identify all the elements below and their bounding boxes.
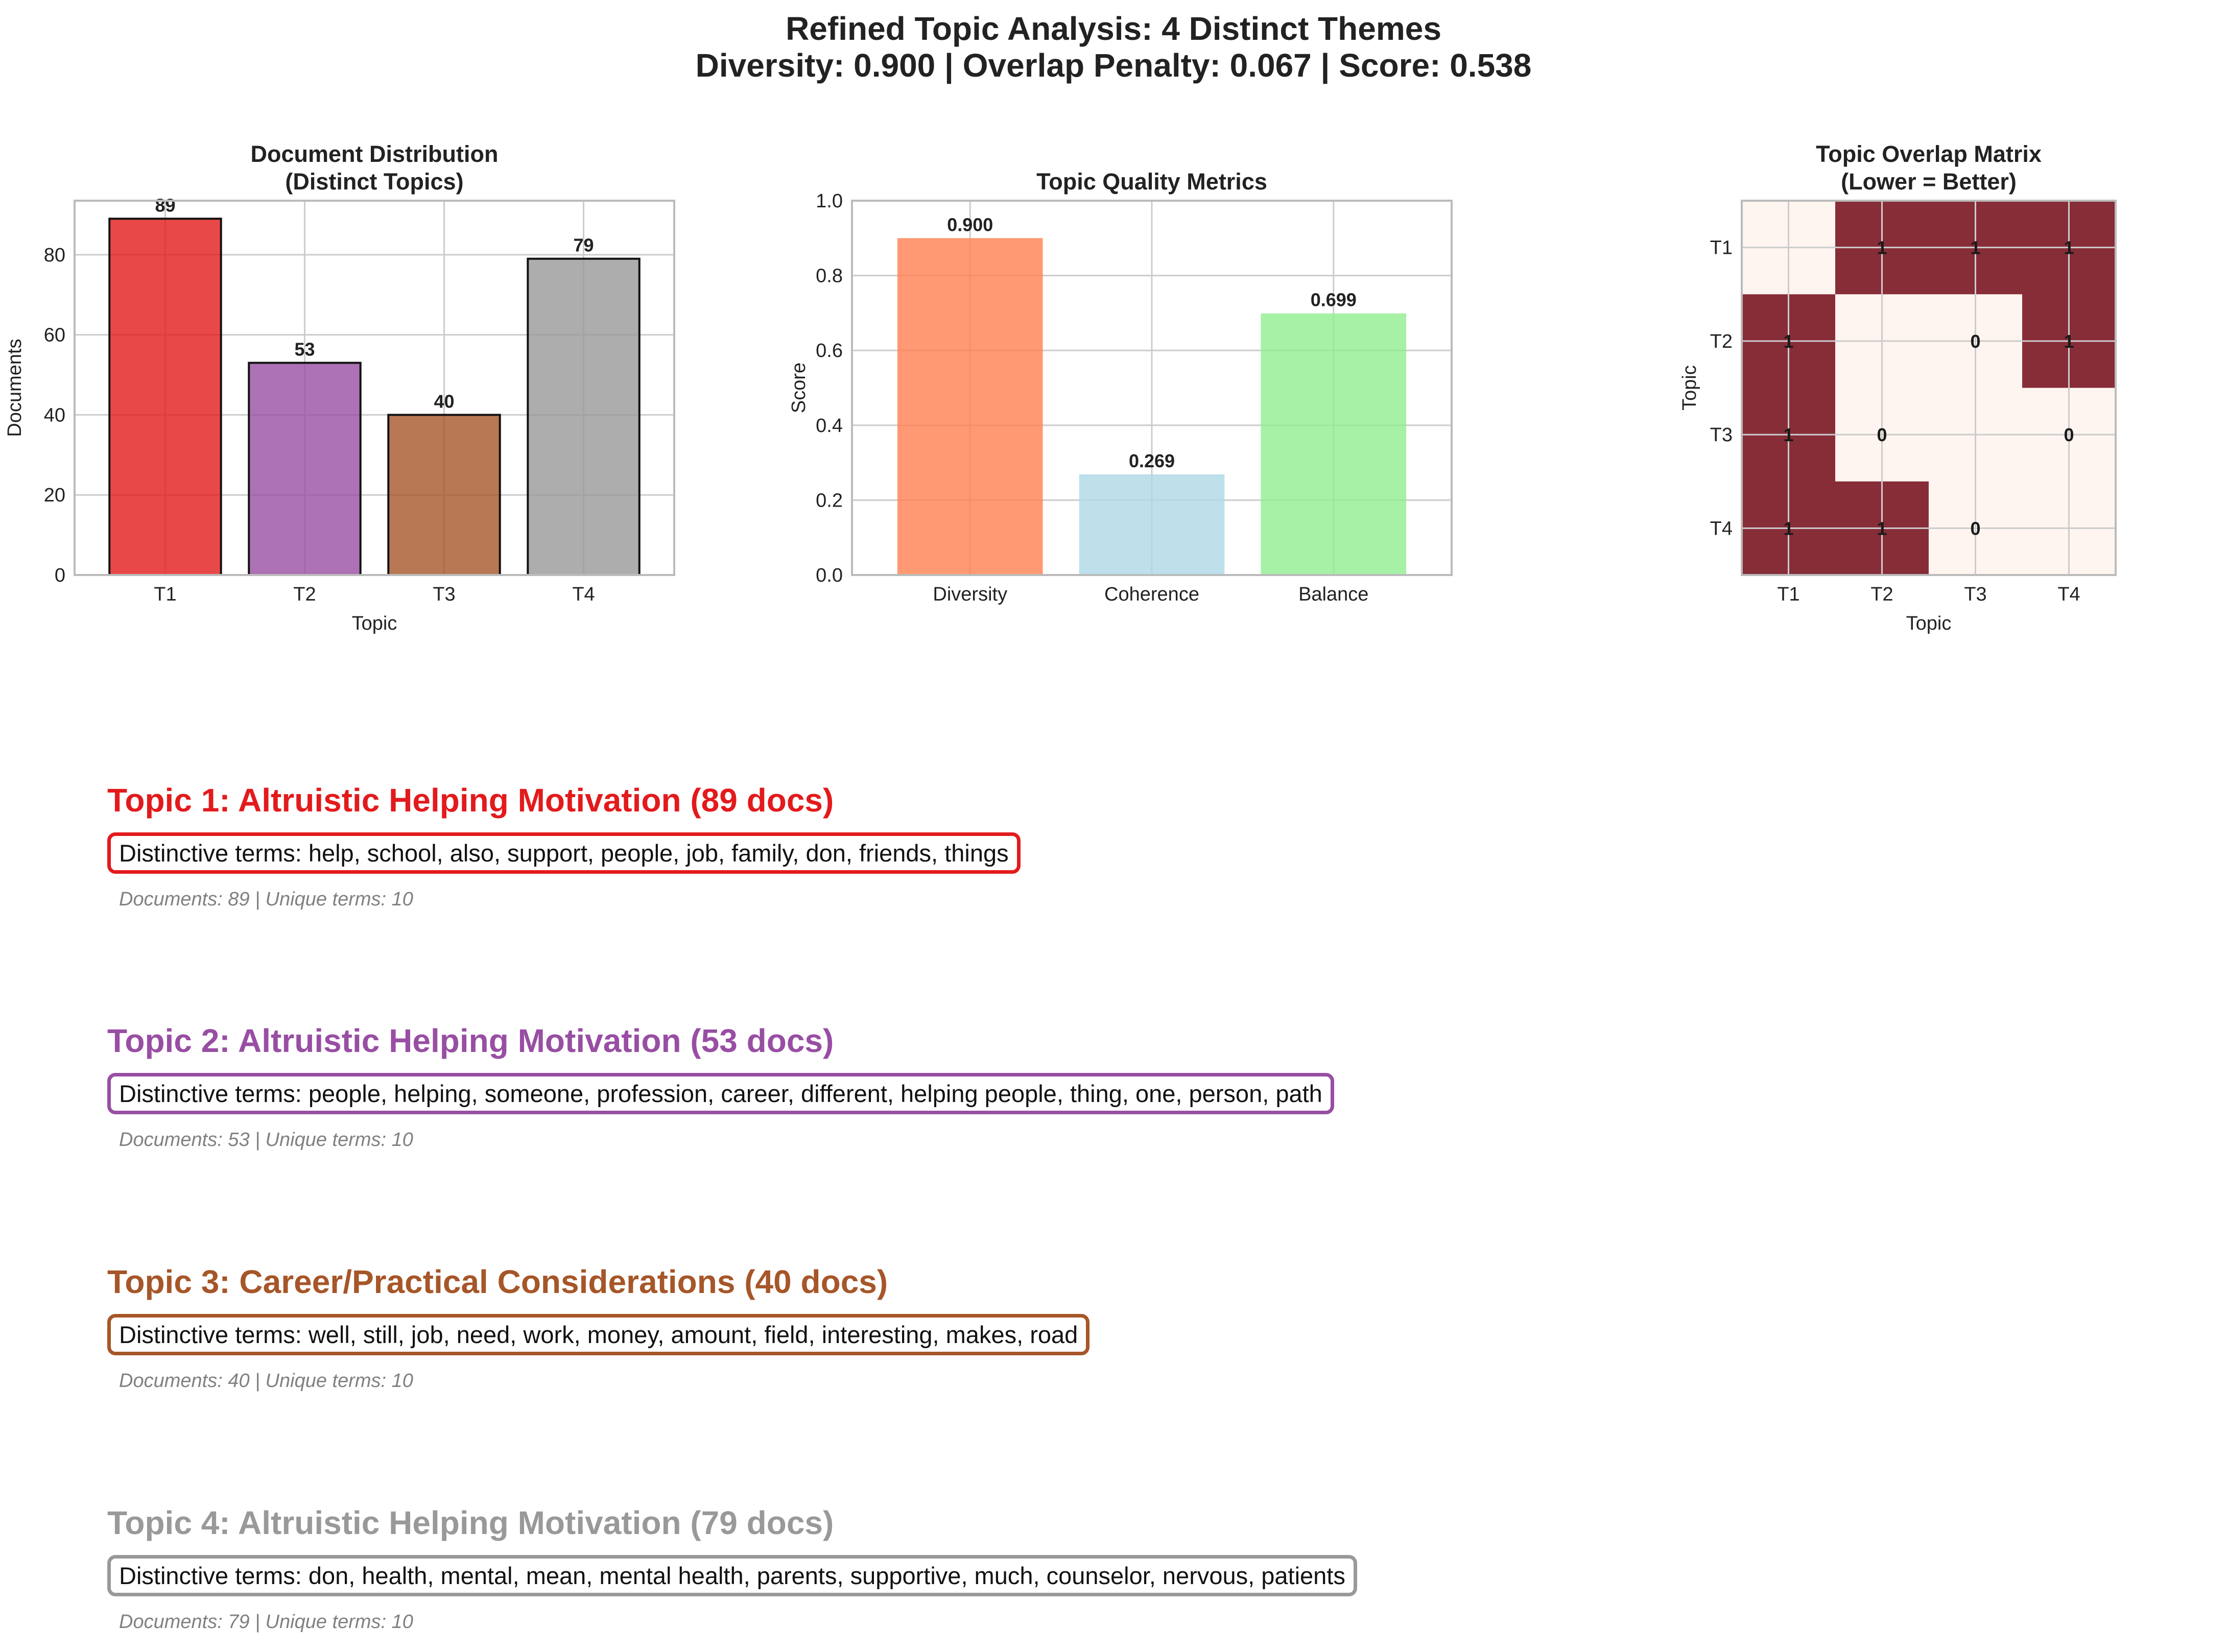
bar-value-label: 0.699 (1311, 290, 1357, 310)
distinctive-terms-box: Distinctive terms: help, school, also, s… (107, 832, 1021, 874)
bar-balance (1261, 313, 1407, 575)
heatmap-cell-label: 1 (1877, 237, 1887, 258)
bar-value-label: 89 (155, 195, 175, 216)
y-tick-label: 0.4 (816, 415, 843, 437)
topic-title: Topic 3: Career/Practical Considerations… (107, 1263, 888, 1300)
distinctive-terms-box: Distinctive terms: well, still, job, nee… (107, 1314, 1090, 1355)
chart-title: (Lower = Better) (1841, 169, 2017, 195)
bar-t2 (248, 362, 362, 576)
heatmap-cell-label: 0 (2064, 424, 2074, 445)
bar-value-label: 40 (434, 391, 454, 412)
bar-t3 (387, 414, 501, 576)
bar-value-label: 53 (294, 339, 315, 360)
topic-title: Topic 1: Altruistic Helping Motivation (… (107, 782, 834, 819)
distinctive-terms-box: Distinctive terms: don, health, mental, … (107, 1555, 1357, 1596)
x-tick-label: Balance (1298, 584, 1368, 605)
topic-card-3: Topic 3: Career/Practical Considerations… (107, 1263, 1090, 1392)
bar-diversity (897, 238, 1043, 575)
x-tick-label: T4 (572, 584, 595, 605)
heatmap-cell-label: 1 (1783, 518, 1793, 539)
heatmap-cell-label: 1 (1877, 518, 1887, 539)
bar-t4 (527, 257, 641, 577)
y-tick-label: 80 (44, 245, 65, 266)
y-tick-label: T3 (1710, 424, 1733, 446)
heatmap-cell-label: 1 (2064, 237, 2074, 258)
chart-title: Topic Overlap Matrix (1816, 141, 2042, 167)
heatmap-cell-label: 0 (1970, 518, 1980, 539)
y-tick-label: 60 (44, 325, 65, 346)
distinctive-terms-box: Distinctive terms: people, helping, some… (107, 1073, 1334, 1114)
y-tick-label: 20 (44, 485, 65, 506)
y-axis-label: Topic (1679, 365, 1700, 411)
plot-frame (74, 200, 675, 576)
y-axis-label: Documents (4, 339, 26, 437)
x-tick-label: T4 (2057, 584, 2080, 605)
topic-stats: Documents: 89 | Unique terms: 10 (119, 889, 413, 910)
x-tick-label: T2 (293, 584, 316, 605)
chart-title: Topic Quality Metrics (1036, 169, 1267, 195)
x-axis-label: Topic (352, 613, 397, 634)
topic-title: Topic 2: Altruistic Helping Motivation (… (107, 1022, 834, 1059)
x-tick-label: Diversity (933, 584, 1007, 605)
heatmap-cell-label: 1 (1783, 424, 1793, 445)
x-tick-label: T3 (433, 584, 455, 605)
x-axis-label: Topic (1906, 613, 1952, 634)
topic-stats: Documents: 53 | Unique terms: 10 (119, 1129, 413, 1151)
x-tick-label: T3 (1964, 584, 1986, 605)
topic-stats: Documents: 79 | Unique terms: 10 (119, 1611, 413, 1633)
y-tick-label: T4 (1710, 518, 1733, 539)
heatmap-cell-label: 0 (1970, 331, 1980, 352)
topic-overlap-matrix-chart: 1 1 1 1 0 1 1 0 0 1 1 0 T1 T1 T2 T2 T3 T3 T4 T4 Topic Overla… (1679, 141, 2117, 634)
bar-value-label: 79 (574, 235, 594, 256)
y-tick-label: 0.0 (816, 565, 843, 586)
plot-frame (851, 200, 1453, 576)
y-tick-label: 0 (55, 565, 65, 586)
y-tick-label: T1 (1710, 237, 1733, 259)
y-tick-label: 1.0 (816, 190, 843, 212)
y-tick-label: 0.8 (816, 266, 843, 287)
chart-title: (Distinct Topics) (285, 169, 463, 195)
topic-title: Topic 4: Altruistic Helping Motivation (… (107, 1504, 834, 1541)
heatmap-cell-label: 1 (1783, 331, 1793, 352)
chart-title: Document Distribution (251, 141, 499, 167)
x-tick-label: T2 (1870, 584, 1893, 605)
topic-stats: Documents: 40 | Unique terms: 10 (119, 1370, 413, 1392)
bar-value-label: 0.269 (1129, 450, 1175, 471)
document-distribution-chart: 0 20 40 60 80 89 T1 53 T2 40 T3 79 T4 Document Distri… (4, 141, 675, 634)
bar-coherence (1079, 474, 1225, 575)
bar-value-label: 0.900 (947, 214, 993, 235)
topic-card-4: Topic 4: Altruistic Helping Motivation (… (107, 1504, 1357, 1633)
heatmap-cell-label: 0 (1877, 424, 1887, 445)
figure-subtitle: Diversity: 0.900 | Overlap Penalty: 0.06… (696, 47, 1532, 84)
topic-card-1: Topic 1: Altruistic Helping Motivation (… (107, 782, 1021, 910)
x-tick-label: Coherence (1104, 584, 1199, 605)
figure-title: Refined Topic Analysis: 4 Distinct Theme… (786, 10, 1441, 47)
x-tick-label: T1 (1777, 584, 1799, 605)
topic-card-2: Topic 2: Altruistic Helping Motivation (… (107, 1022, 1334, 1151)
plot-frame (1741, 200, 2117, 576)
y-tick-label: 0.6 (816, 340, 843, 362)
y-tick-label: 0.2 (816, 490, 843, 511)
y-tick-label: T2 (1710, 331, 1733, 352)
heatmap-cell-label: 1 (2064, 331, 2074, 352)
x-tick-label: T1 (154, 584, 176, 605)
topic-quality-metrics-chart: 0.0 0.2 0.4 0.6 0.8 1.0 0.900 Diversity 0.269 Coh… (788, 169, 1453, 605)
y-axis-label: Score (788, 363, 810, 413)
heatmap-cell-label: 1 (1970, 237, 1980, 258)
y-tick-label: 40 (44, 404, 65, 426)
charts-canvas: Refined Topic Analysis: 4 Distinct Theme… (4, 10, 2117, 634)
bar-t1 (108, 218, 222, 576)
